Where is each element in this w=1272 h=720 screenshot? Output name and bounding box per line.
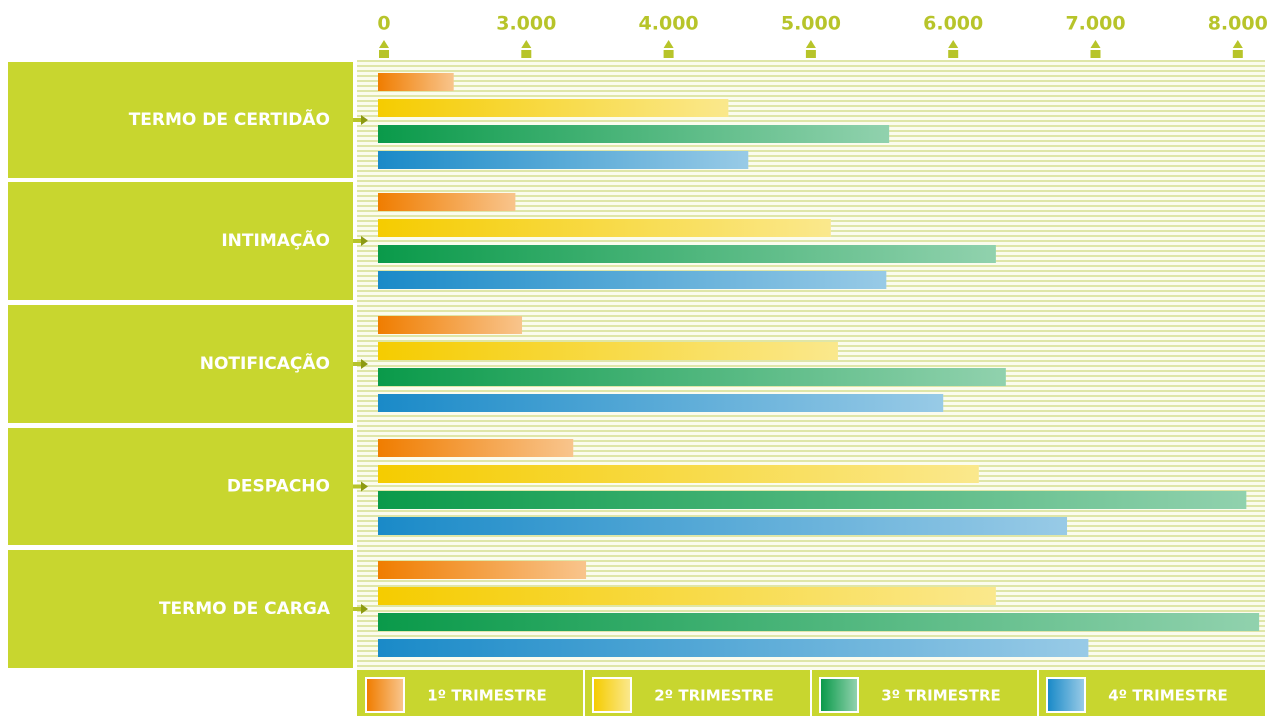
bar (378, 125, 890, 143)
x-tick-label: 6.000 (923, 13, 983, 35)
bar (378, 368, 1006, 386)
x-tick-label: 5.000 (781, 13, 841, 35)
legend-divider (583, 670, 585, 716)
bar (378, 465, 979, 483)
connector (353, 362, 361, 366)
bar (378, 271, 887, 289)
bar (378, 639, 1089, 657)
bar (378, 587, 996, 605)
bar (378, 517, 1068, 535)
bar (378, 245, 996, 263)
bar (378, 561, 587, 579)
legend-label: 3º TRIMESTRE (881, 687, 1001, 705)
x-tick-label: 3.000 (496, 13, 556, 35)
bar (378, 73, 454, 91)
connector (353, 118, 361, 122)
arrow (361, 359, 368, 369)
tick-mark (521, 40, 532, 58)
arrow (361, 604, 368, 614)
category-label: NOTIFICAÇÃO (200, 351, 330, 374)
connector (353, 607, 361, 611)
arrow (361, 115, 368, 125)
tick-mark (1090, 40, 1101, 58)
tick-mark (663, 40, 674, 58)
arrow (361, 481, 368, 492)
category-panel (8, 428, 353, 545)
connector (353, 484, 361, 489)
legend-swatch (594, 679, 630, 711)
x-tick-label: 4.000 (639, 13, 699, 35)
bar (378, 219, 831, 237)
category-panel (8, 550, 353, 668)
legend-divider (810, 670, 812, 716)
bar (378, 613, 1260, 631)
category-label: TERMO DE CARGA (159, 599, 331, 619)
tick-mark (1232, 40, 1243, 58)
bar (378, 491, 1247, 509)
bar (378, 394, 944, 412)
arrow (361, 236, 368, 246)
legend-label: 4º TRIMESTRE (1108, 687, 1228, 705)
category-panel (8, 182, 353, 300)
category-panel (8, 305, 353, 423)
bar (378, 193, 516, 211)
tick-mark (379, 40, 389, 58)
tick-mark (948, 40, 959, 58)
legend-swatch (1048, 679, 1084, 711)
bar (378, 99, 729, 117)
category-panel (8, 62, 353, 178)
bar (378, 316, 523, 334)
legend-swatch (367, 679, 403, 711)
category-label: TERMO DE CERTIDÃO (129, 107, 330, 130)
bar (378, 439, 574, 457)
connector (353, 239, 361, 243)
category-label: INTIMAÇÃO (221, 228, 330, 251)
category-label: DESPACHO (227, 477, 330, 497)
x-tick-label: 7.000 (1065, 13, 1125, 35)
tick-mark (805, 40, 816, 58)
bar (378, 151, 749, 169)
bar (378, 342, 838, 360)
x-tick-label: 8.000 (1208, 13, 1268, 35)
legend-label: 2º TRIMESTRE (654, 687, 774, 705)
legend-swatch (821, 679, 857, 711)
legend-label: 1º TRIMESTRE (427, 687, 547, 705)
x-tick-label: 0 (377, 13, 390, 35)
legend-divider (1037, 670, 1039, 716)
